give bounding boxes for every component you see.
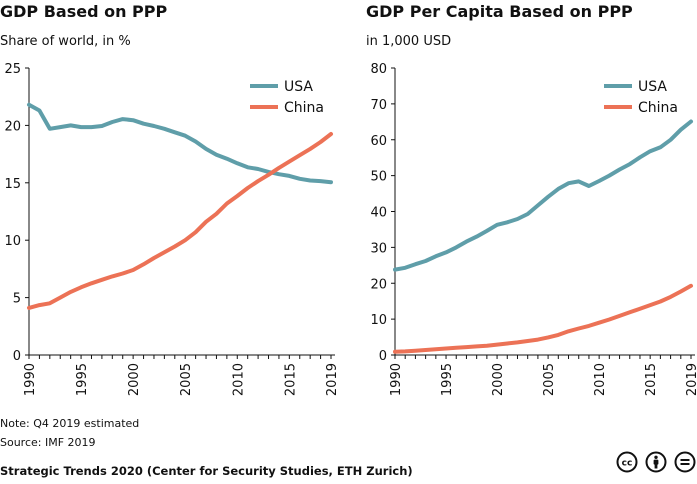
- x-tick-label: 2010: [231, 363, 246, 396]
- y-tick-label: 10: [4, 234, 21, 249]
- legend-label-china: China: [638, 100, 678, 116]
- publication-credit: Strategic Trends 2020 (Center for Securi…: [0, 464, 413, 478]
- series-line-usa: [27, 102, 333, 185]
- x-tick-label: 2010: [593, 363, 608, 396]
- legend-label-china: China: [284, 100, 324, 116]
- no-derivatives-icon[interactable]: [674, 451, 696, 473]
- series-line-china: [393, 283, 693, 354]
- chart2-title: GDP Per Capita Based on PPP: [366, 2, 633, 21]
- y-tick-label: 10: [370, 313, 387, 328]
- legend-label-usa: USA: [638, 79, 667, 95]
- y-tick-label: 5: [13, 292, 21, 307]
- x-tick-label: 2019: [685, 363, 697, 396]
- chart2-subtitle: in 1,000 USD: [366, 34, 452, 49]
- chart1-subtitle: Share of world, in %: [0, 34, 131, 49]
- x-tick-label: 2005: [542, 363, 557, 396]
- x-tick-label: 2019: [325, 363, 340, 396]
- footnote: Note: Q4 2019 estimated: [0, 417, 140, 430]
- x-tick-label: 1990: [389, 363, 404, 396]
- y-tick-label: 60: [370, 134, 387, 149]
- y-tick-label: 20: [4, 119, 21, 134]
- x-tick-label: 1995: [75, 363, 90, 396]
- by-attribution-icon[interactable]: [645, 451, 667, 473]
- y-tick-label: 25: [4, 62, 21, 77]
- y-tick-label: 50: [370, 170, 387, 185]
- x-tick-label: 2015: [644, 363, 659, 396]
- legend-label-usa: USA: [284, 79, 313, 95]
- x-tick-label: 2000: [491, 363, 506, 396]
- chart1-title: GDP Based on PPP: [0, 2, 168, 21]
- x-tick-label: 2005: [179, 363, 194, 396]
- x-tick-label: 2000: [127, 363, 142, 396]
- y-tick-label: 70: [370, 98, 387, 113]
- cc-icon[interactable]: cc: [616, 451, 638, 473]
- y-tick-label: 0: [13, 349, 21, 364]
- y-tick-label: 0: [379, 349, 387, 364]
- series-line-china: [27, 132, 333, 310]
- y-tick-label: 20: [370, 277, 387, 292]
- x-tick-label: 1995: [440, 363, 455, 396]
- y-tick-label: 80: [370, 62, 387, 77]
- y-tick-label: 30: [370, 241, 387, 256]
- x-tick-label: 1990: [23, 363, 38, 396]
- source-note: Source: IMF 2019: [0, 436, 96, 449]
- x-tick-label: 2015: [283, 363, 298, 396]
- series-line-usa: [393, 119, 693, 272]
- y-tick-label: 15: [4, 177, 21, 192]
- cc-label: cc: [622, 459, 633, 469]
- y-tick-label: 40: [370, 206, 387, 221]
